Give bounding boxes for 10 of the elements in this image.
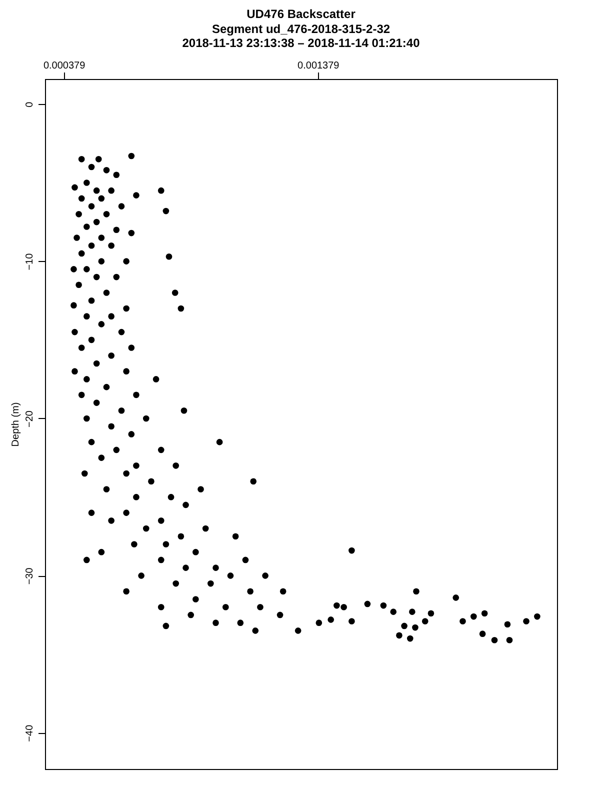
x-tick-label: 0.000379 <box>43 60 86 72</box>
chart-subtitle: Segment ud_476-2018-315-2-32 2018-11-13 23:13:38 – 2018-11-14 01:21:40 <box>182 22 420 50</box>
y-tick-label: 0 <box>24 101 36 108</box>
y-tick-label: −10 <box>24 252 36 270</box>
y-tick-label: −20 <box>24 410 36 428</box>
y-axis-title: Depth (m) <box>10 402 22 447</box>
y-tick-label: −30 <box>24 567 36 585</box>
chart-title: UD476 Backscatter <box>246 7 356 21</box>
y-tick-label: −40 <box>24 724 36 742</box>
x-tick-label: 0.001379 <box>298 60 340 72</box>
